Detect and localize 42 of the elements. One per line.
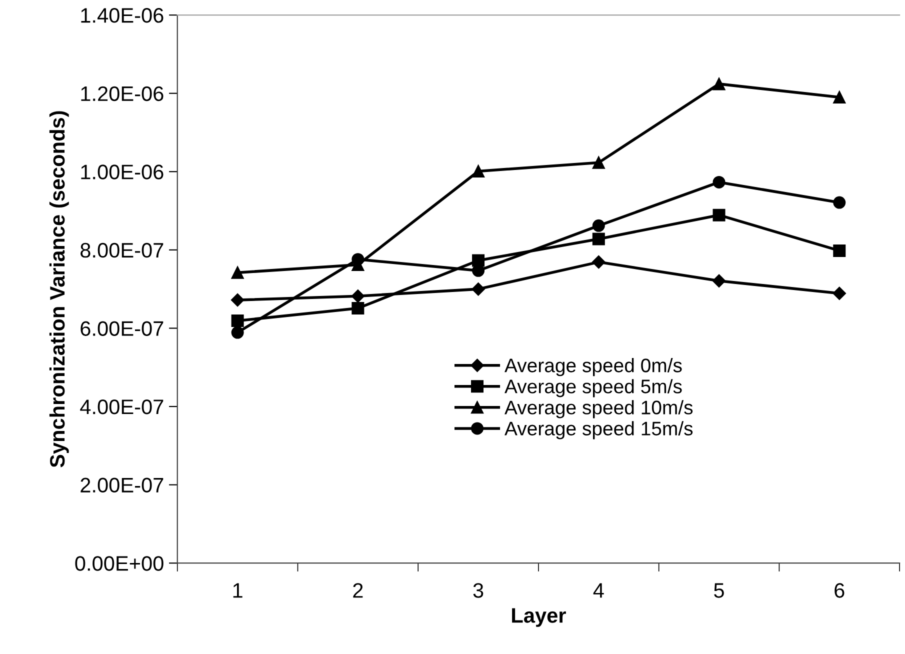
point — [352, 253, 364, 266]
point — [712, 176, 726, 188]
x-tick-label: 1 — [233, 583, 242, 598]
y-tick-label: 0.00E+00 — [75, 556, 164, 571]
y-tick-label: 1.20E-06 — [81, 86, 164, 102]
point — [833, 91, 846, 104]
point — [833, 244, 846, 257]
point — [592, 232, 605, 246]
point — [472, 164, 485, 178]
y-tick-label: 1.00E-06 — [81, 164, 164, 180]
x-tick-label: 5 — [714, 583, 724, 598]
x-tick-label: 6 — [834, 583, 844, 598]
point — [472, 282, 485, 296]
x-tick-label: 3 — [473, 583, 484, 598]
point — [712, 208, 726, 222]
y-tick-label: 1.40E-06 — [81, 8, 164, 23]
point — [231, 266, 244, 279]
point — [712, 78, 726, 90]
point — [352, 302, 364, 314]
point — [230, 293, 244, 307]
y-axis-title: Synchronization Variance (seconds) — [49, 111, 69, 468]
legend-label: Average speed 5m/s — [504, 379, 682, 398]
y-tick-label: 8.00E-07 — [80, 242, 164, 258]
point — [712, 274, 726, 288]
point — [231, 314, 244, 328]
legend-label: Average speed 0m/s — [504, 358, 682, 376]
x-axis-title: Layer — [512, 608, 566, 627]
point — [231, 326, 244, 339]
y-tick-label: 2.00E-07 — [80, 478, 164, 493]
legend-label: Average speed 15m/s — [504, 421, 693, 440]
point — [351, 290, 365, 303]
y-tick-label: 6.00E-07 — [80, 321, 164, 336]
point — [592, 219, 605, 232]
point — [592, 255, 606, 269]
x-tick-label: 2 — [353, 583, 363, 598]
y-tick-label: 4.00E-07 — [80, 400, 164, 414]
point — [832, 286, 846, 300]
x-tick-label: 4 — [593, 583, 604, 598]
point — [472, 254, 485, 267]
legend-label: Average speed 10m/s — [504, 400, 693, 418]
point — [833, 196, 846, 209]
point — [592, 156, 605, 169]
